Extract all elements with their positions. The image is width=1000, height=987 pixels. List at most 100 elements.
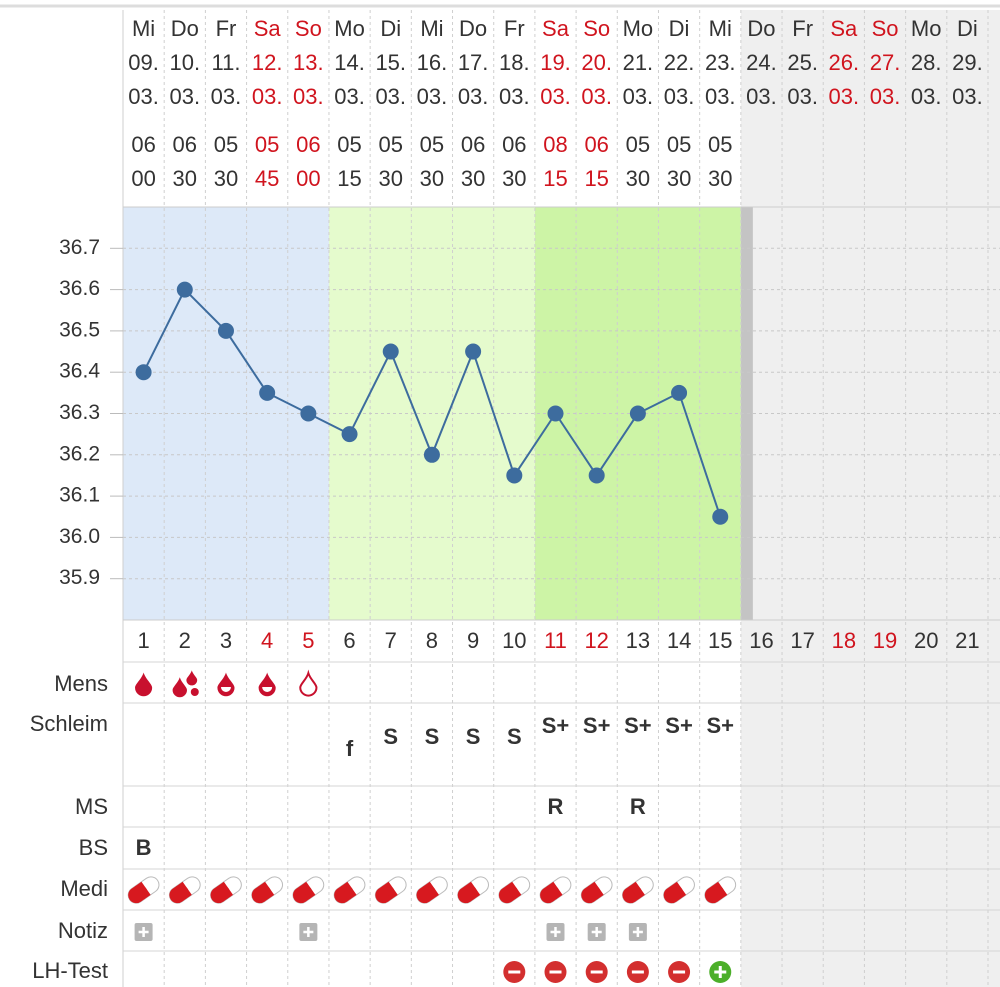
header-weekday: Do [171,16,199,41]
cycle-day: 1 [137,628,149,653]
header-month: 03. [128,84,159,109]
note-plus [632,927,643,937]
cycle-day: 2 [179,628,191,653]
cycle-day: 5 [302,628,314,653]
note-plus [138,927,149,937]
header-minute: 30 [667,166,691,191]
temperature-point [135,364,152,381]
medi-pill [127,876,160,904]
header-month: 03. [623,84,654,109]
row-entry: S+ [542,713,570,738]
header-weekday: Fr [504,16,525,41]
header-weekday: So [295,16,322,41]
header-date: 21. [623,50,654,75]
y-tick-label: 36.6 [59,277,100,300]
header-month: 03. [664,84,695,109]
header-month: 03. [829,84,860,109]
header-date: 14. [334,50,365,75]
note-plus [303,927,314,937]
mens-drop [186,670,198,686]
medi-pill [663,876,695,904]
medi-pill [416,876,448,904]
header-date: 28. [911,50,942,75]
header-month: 03. [211,84,242,109]
header-minute: 30 [461,166,485,191]
row-label: MS [75,794,108,819]
header-date: 24. [746,50,777,75]
header-hour: 05 [667,132,691,157]
header-month: 03. [746,84,777,109]
pill-red [423,881,439,900]
header-weekday: Mo [911,16,942,41]
temperature-point [423,446,440,463]
medi-pill [704,876,737,904]
lh-sign [714,966,727,978]
mens-drop-inner [262,687,273,693]
pill-red [711,881,728,900]
pill-red [464,881,481,900]
row-entry: S+ [665,713,693,738]
header-hour: 05 [708,132,732,157]
row-entry: f [346,736,354,761]
header-weekday: Fr [216,16,237,41]
header-month: 03. [705,84,736,109]
cycle-day: 12 [584,628,608,653]
row-label: BS [79,835,108,860]
header-weekday: Fr [792,16,813,41]
header-month: 03. [293,84,324,109]
header-date: 19. [540,50,571,75]
cycle-day: 21 [955,628,979,653]
header-date: 23. [705,50,736,75]
header-hour: 05 [420,132,444,157]
medi-pill [539,876,572,904]
cycle-day: 13 [626,628,650,653]
header-weekday: Di [380,16,401,41]
cycle-day: 11 [544,628,567,653]
header-date: 10. [169,50,200,75]
pill-red [505,881,522,900]
header-minute: 30 [378,166,402,191]
mens-drop [299,669,318,697]
header-minute: 30 [502,166,526,191]
header-month: 03. [787,84,818,109]
header-weekday: Sa [830,16,858,41]
header-date: 26. [829,50,860,75]
y-tick-label: 36.5 [59,318,100,341]
header-weekday: Do [747,16,775,41]
today-shadow [740,207,753,620]
pill-red [546,881,563,900]
row-entry: R [548,794,564,819]
header-hour: 06 [296,132,320,157]
header-minute: 00 [296,166,320,191]
pill-red [629,881,645,900]
medi-pill [168,876,201,904]
mens-drop [217,672,235,697]
y-tick-label: 36.4 [59,360,100,383]
header-date: 27. [870,50,901,75]
row-label: Medi [60,876,108,901]
row-entry: S [466,724,481,749]
y-tick-label: 36.3 [59,401,100,424]
header-month: 03. [334,84,365,109]
header-date: 29. [952,50,983,75]
header-date: 16. [417,50,448,75]
header-date: 17. [458,50,489,75]
header-month: 03. [540,84,571,109]
cycle-day: 17 [790,628,814,653]
row-label: Mens [54,671,108,696]
row-entry: S+ [706,713,734,738]
header-weekday: Do [459,16,487,41]
header-month: 03. [252,84,283,109]
header-hour: 05 [255,132,279,157]
header-date: 25. [787,50,818,75]
pill-red [134,881,151,900]
row-label: Notiz [58,918,108,943]
header-weekday: So [583,16,610,41]
note-plus [591,927,602,937]
header-weekday: Di [669,16,690,41]
cycle-day: 3 [220,628,232,653]
row-entry: S [383,724,398,749]
mens-drop [258,672,276,697]
temperature-point [465,343,482,360]
